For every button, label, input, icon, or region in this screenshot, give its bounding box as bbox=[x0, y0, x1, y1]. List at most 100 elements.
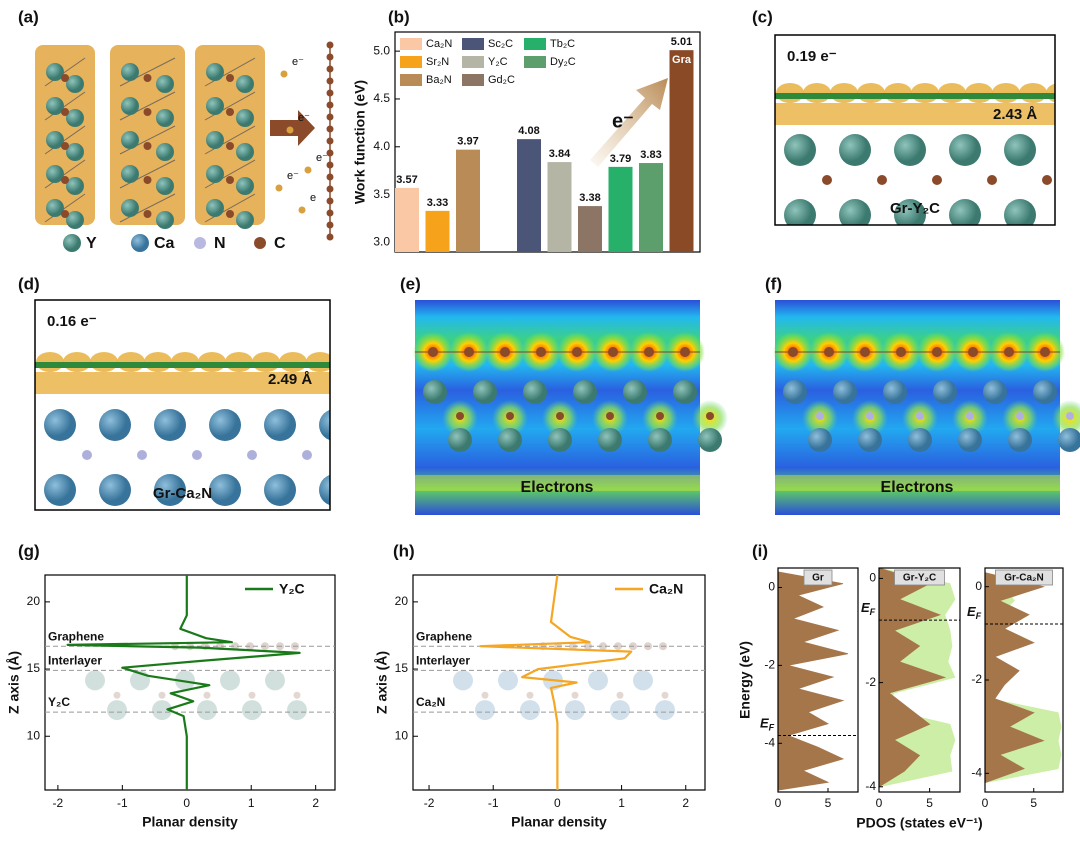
x-axis-label: Planar density bbox=[511, 814, 607, 830]
atom bbox=[1008, 428, 1032, 452]
warm-spot bbox=[1052, 400, 1080, 436]
fermi-symbol: E bbox=[760, 716, 769, 731]
y-tick-label: 4.0 bbox=[373, 139, 390, 153]
caption: Gr-Y₂C bbox=[890, 200, 940, 217]
caption: Electrons bbox=[521, 479, 594, 496]
legend-label: Gd₂C bbox=[488, 74, 515, 86]
big-atom bbox=[264, 409, 296, 441]
y-axis-label: Energy (eV) bbox=[737, 641, 753, 719]
faded-atom bbox=[498, 670, 518, 691]
atom bbox=[623, 380, 647, 404]
atom bbox=[833, 380, 857, 404]
faded-atom bbox=[152, 700, 172, 721]
panel-label: (c) bbox=[752, 7, 773, 26]
atom-y bbox=[156, 177, 174, 195]
electron bbox=[286, 126, 294, 134]
value-label: 3.33 bbox=[427, 197, 448, 209]
big-atom bbox=[949, 134, 981, 166]
frame bbox=[34, 299, 331, 511]
c-atom bbox=[536, 347, 546, 357]
panel-label: (a) bbox=[18, 7, 39, 26]
big-atom bbox=[99, 474, 131, 506]
faded-small bbox=[661, 691, 669, 699]
title-box bbox=[803, 569, 833, 586]
bar bbox=[517, 139, 541, 252]
c-atom bbox=[464, 347, 474, 357]
atom bbox=[423, 380, 447, 404]
charge-density-map bbox=[773, 300, 1080, 515]
atom-c bbox=[143, 142, 152, 150]
atom-y bbox=[156, 143, 174, 161]
faded-atom bbox=[588, 670, 608, 691]
y-tick-label: 4.5 bbox=[373, 91, 390, 105]
y-axis-label: Work function (eV) bbox=[352, 80, 368, 204]
x-tick-label: 1 bbox=[618, 796, 625, 810]
small-atom bbox=[456, 412, 464, 420]
charge-label: 0.16 e⁻ bbox=[47, 313, 97, 330]
reference-label: Ca₂N bbox=[416, 695, 445, 709]
panel-label: (h) bbox=[393, 541, 415, 560]
atom-y bbox=[236, 75, 254, 93]
legend-swatch bbox=[462, 38, 484, 50]
big-atom bbox=[1004, 134, 1036, 166]
c-atom bbox=[932, 347, 942, 357]
faded-atom bbox=[242, 700, 262, 721]
atom bbox=[1033, 380, 1057, 404]
plot-frame bbox=[878, 567, 961, 793]
bond bbox=[204, 125, 256, 155]
faded-atom bbox=[265, 670, 285, 691]
charge-band bbox=[775, 103, 1055, 125]
bond bbox=[44, 91, 86, 121]
fermi-symbol: E bbox=[967, 604, 976, 619]
atom-y bbox=[66, 109, 84, 127]
big-atom bbox=[1059, 134, 1080, 166]
bond bbox=[204, 193, 256, 223]
big-atom bbox=[264, 474, 296, 506]
small-atom bbox=[1042, 175, 1052, 185]
pdos-area bbox=[777, 571, 849, 791]
y-tick-label: 10 bbox=[395, 728, 409, 742]
faded-atom bbox=[610, 700, 630, 721]
distance-label: 2.43 Å bbox=[993, 106, 1037, 123]
bond bbox=[119, 91, 176, 121]
small-atom bbox=[247, 450, 257, 460]
c-atom bbox=[896, 347, 906, 357]
y-tick-label: 0 bbox=[768, 580, 775, 594]
bond bbox=[119, 193, 176, 223]
fermi-subscript: F bbox=[976, 611, 982, 621]
big-atom bbox=[154, 409, 186, 441]
panel-label: (e) bbox=[400, 274, 421, 293]
atom bbox=[858, 428, 882, 452]
electron bbox=[280, 70, 288, 78]
bar bbox=[456, 149, 480, 252]
density-curve bbox=[479, 574, 633, 790]
atom-c bbox=[143, 74, 152, 82]
faded-atom bbox=[220, 670, 240, 691]
atom bbox=[448, 428, 472, 452]
bond bbox=[44, 193, 86, 223]
bond bbox=[119, 125, 176, 155]
small-atom bbox=[932, 175, 942, 185]
caption: Gr-Ca₂N bbox=[153, 485, 212, 502]
legend-atom bbox=[254, 237, 266, 249]
atom bbox=[983, 380, 1007, 404]
small-atom bbox=[966, 412, 974, 420]
faded-small bbox=[203, 691, 211, 699]
bond bbox=[204, 91, 256, 121]
legend-atom bbox=[131, 234, 149, 252]
atom bbox=[698, 428, 722, 452]
atom-c bbox=[61, 108, 69, 116]
big-atom bbox=[1059, 199, 1080, 231]
y-tick-label: -2 bbox=[865, 675, 876, 689]
big-atom bbox=[99, 409, 131, 441]
y-tick-label: -4 bbox=[971, 766, 982, 780]
reference-label: Graphene bbox=[416, 629, 472, 643]
title-box bbox=[995, 569, 1053, 586]
y-tick-label: 15 bbox=[27, 661, 41, 675]
plot-frame bbox=[777, 567, 859, 793]
legend-label: Y₂C bbox=[279, 581, 305, 597]
legend-label: Y bbox=[86, 235, 97, 252]
faded-atom bbox=[655, 700, 675, 721]
electron bbox=[304, 166, 312, 174]
y-tick-label: 20 bbox=[395, 594, 409, 608]
